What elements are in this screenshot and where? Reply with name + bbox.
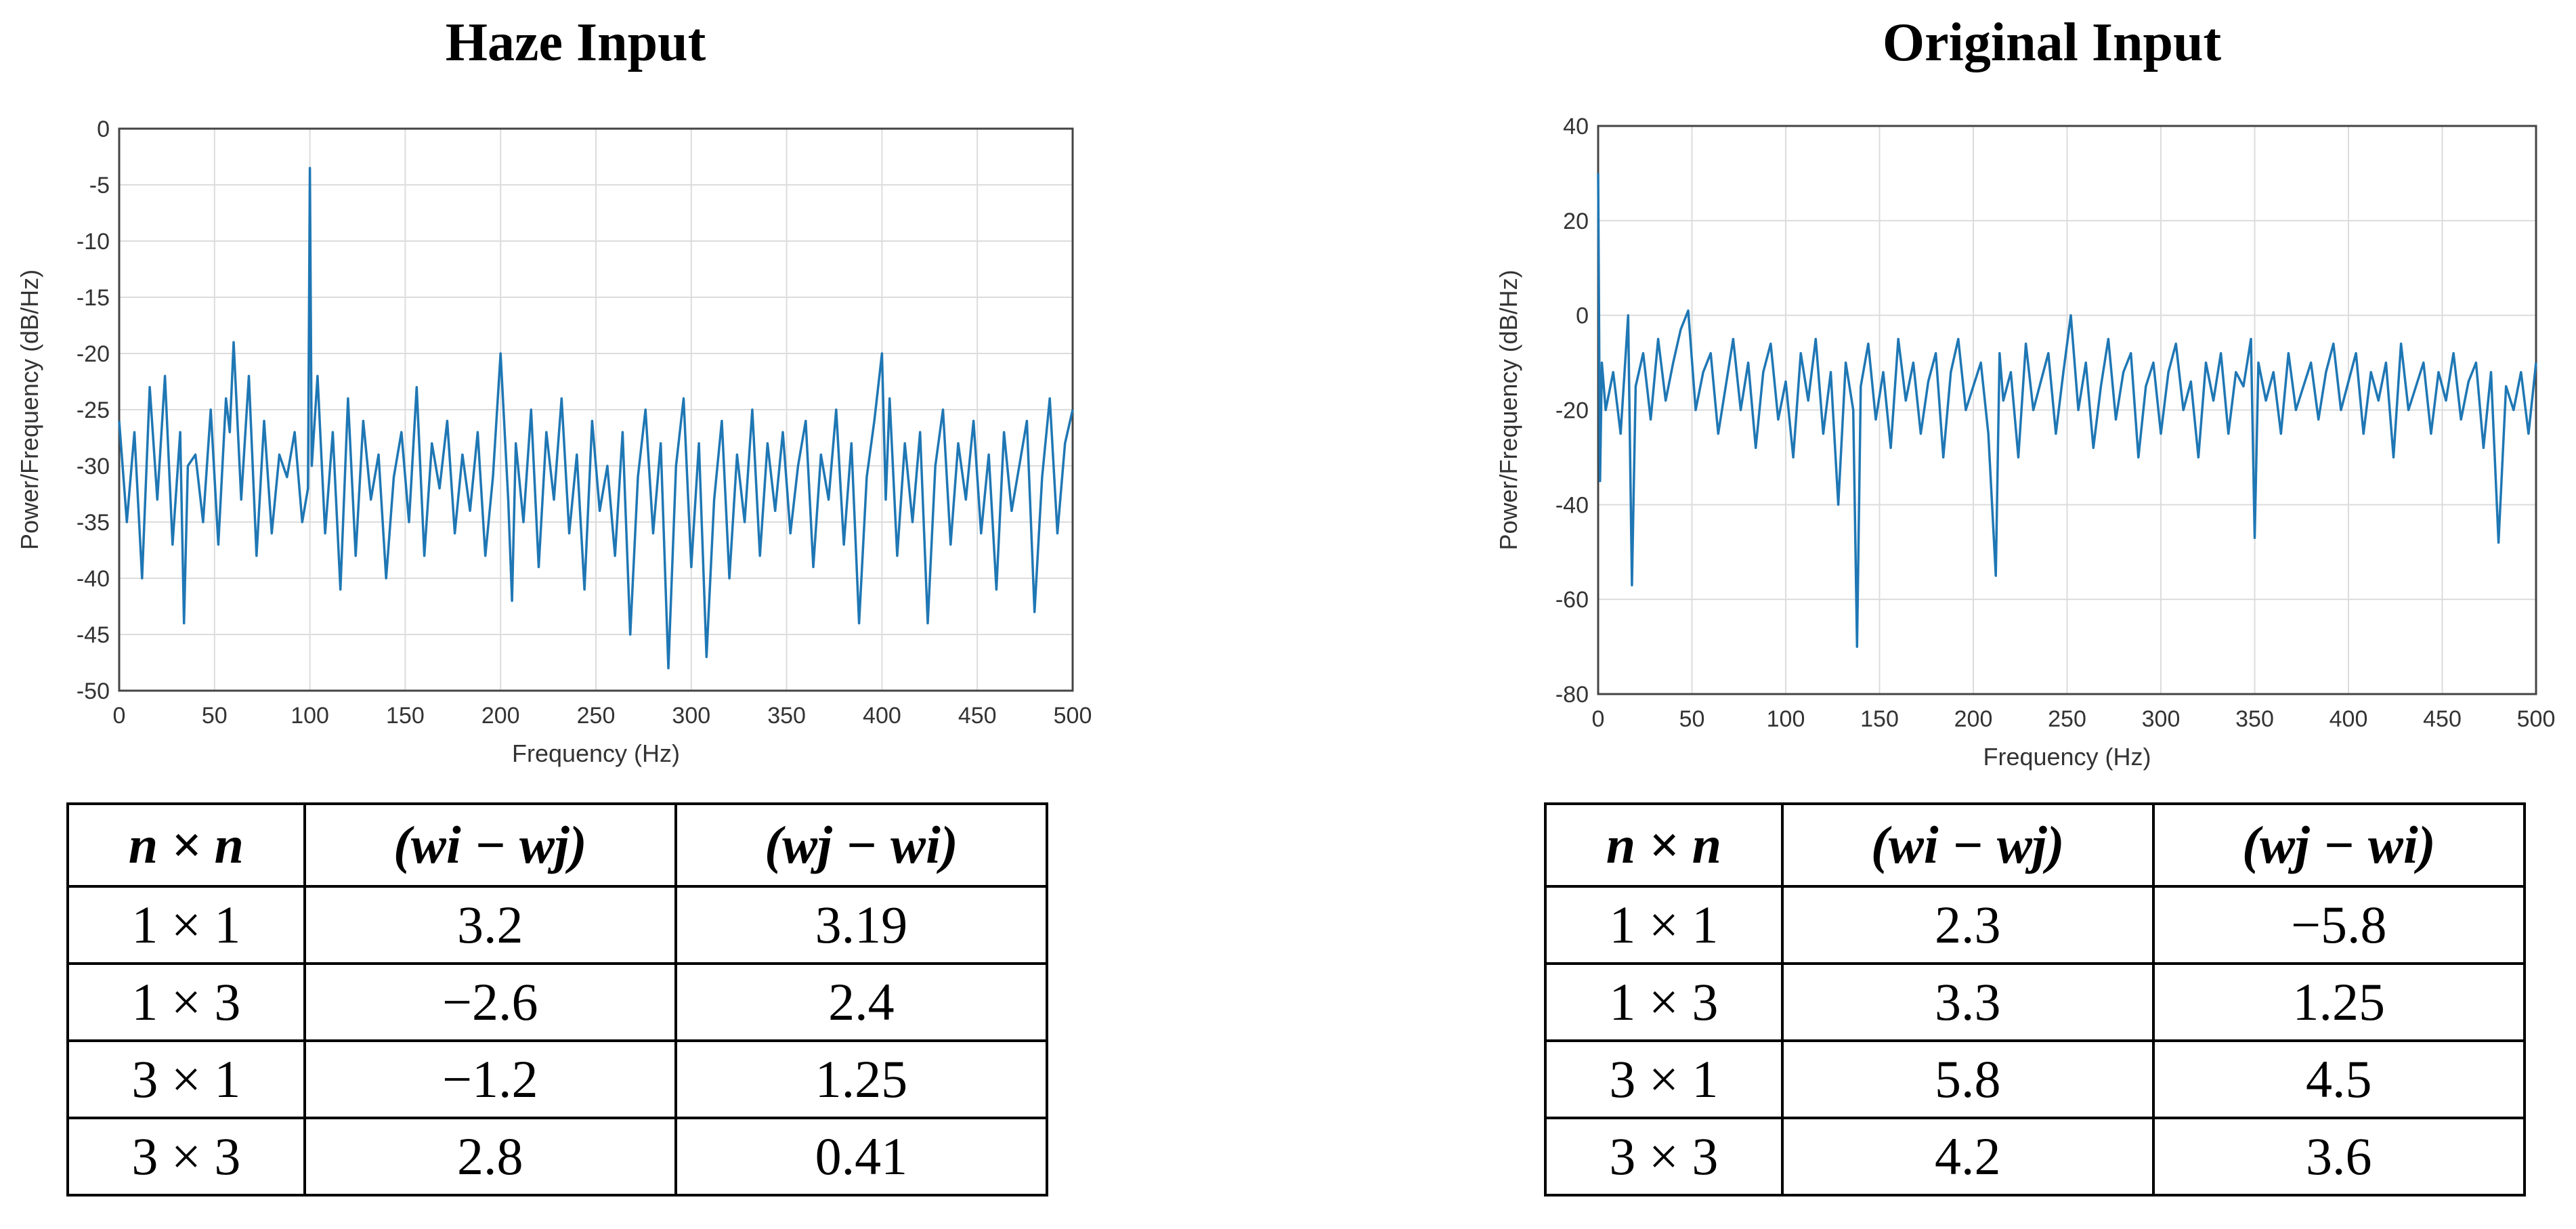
- table-header-row: n × n (wi − wj) (wj − wi): [66, 802, 1049, 888]
- x-tick-label: 400: [2330, 706, 2368, 732]
- table-cell: 3.3: [1780, 962, 2155, 1042]
- table-cell: 1.25: [2151, 962, 2527, 1042]
- y-tick-label: -50: [77, 678, 110, 704]
- y-tick-label: -35: [77, 510, 110, 536]
- x-tick-label: 50: [1679, 706, 1705, 732]
- table-cell: 3.19: [674, 885, 1049, 965]
- x-tick-label: 500: [2517, 706, 2556, 732]
- table-cell: −1.2: [303, 1039, 677, 1119]
- x-tick-label: 300: [2142, 706, 2181, 732]
- weights-table-original: n × n (wi − wj) (wj − wi) 1 × 1 2.3 −5.8…: [1544, 802, 2527, 1196]
- table-row: 1 × 3 3.3 1.25: [1544, 962, 2527, 1042]
- table-cell: 2.4: [674, 962, 1049, 1042]
- series-line-psd: [1597, 173, 2537, 648]
- y-tick-label: -15: [77, 285, 110, 311]
- table-cell: −2.6: [303, 962, 677, 1042]
- x-tick-label: 250: [577, 703, 616, 729]
- x-tick-label: 350: [2235, 706, 2274, 732]
- header-wj-minus-wi: (wj − wi): [2151, 802, 2527, 888]
- table-row: 3 × 1 5.8 4.5: [1544, 1039, 2527, 1119]
- table-cell: 3 × 3: [66, 1117, 306, 1196]
- y-tick-label: -45: [77, 622, 110, 648]
- table-cell: 2.8: [303, 1117, 677, 1196]
- x-tick-label: 0: [113, 703, 126, 729]
- y-tick-label: 0: [1576, 303, 1589, 329]
- panel-title: Original Input: [1882, 13, 2222, 72]
- table-row: 3 × 1 −1.2 1.25: [66, 1039, 1049, 1119]
- y-axis-label: Power/Frequency (dB/Hz): [1495, 269, 1522, 550]
- axis-frame: [1597, 125, 2537, 695]
- table-row: 1 × 1 3.2 3.19: [66, 885, 1049, 965]
- table-cell: 4.5: [2151, 1039, 2527, 1119]
- y-tick-label: -20: [1555, 398, 1589, 424]
- table-cell: 3.6: [2151, 1117, 2527, 1196]
- chart-svg-haze: 0 50 100 150 200 250 300 350 400 450 500 0 -5 -10 -15 -…: [16, 116, 1092, 767]
- panel-title: Haze Input: [445, 13, 706, 72]
- series-line-psd: [118, 167, 1074, 670]
- table-cell: 3 × 3: [1544, 1117, 1784, 1196]
- table-cell: 0.41: [674, 1117, 1049, 1196]
- y-tick-label: -20: [77, 341, 110, 367]
- panel-original: Original Input 0 50 100 150 200 250 300 350 400 4…: [1476, 0, 2576, 1229]
- y-tick-label: -40: [1555, 492, 1589, 518]
- x-tick-label: 500: [1054, 703, 1092, 729]
- x-tick-label: 50: [202, 703, 228, 729]
- table-cell: 2.3: [1780, 885, 2155, 965]
- table-cell: 3.2: [303, 885, 677, 965]
- weights-table-haze: n × n (wi − wj) (wj − wi) 1 × 1 3.2 3.19…: [66, 802, 1049, 1196]
- x-tick-label: 200: [481, 703, 520, 729]
- x-tick-label: 450: [2423, 706, 2462, 732]
- header-n-by-n: n × n: [1544, 802, 1784, 888]
- psd-chart-original: 0 50 100 150 200 250 300 350 400 450 500 40 20 0 -20 -4…: [1476, 102, 2576, 772]
- x-tick-label: 400: [863, 703, 901, 729]
- y-tick-label: 40: [1563, 114, 1589, 139]
- chart-svg-original: 0 50 100 150 200 250 300 350 400 450 50040200-20-4…: [1495, 114, 2556, 771]
- x-tick-label: 150: [386, 703, 425, 729]
- x-tick-label: 150: [1860, 706, 1899, 732]
- table-cell: 3 × 1: [1544, 1039, 1784, 1119]
- header-wj-minus-wi: (wj − wi): [674, 802, 1049, 888]
- y-tick-label: 20: [1563, 209, 1589, 234]
- panel-haze: Haze Input 0 50 100 150 200 250 300 350 400 450 50…: [0, 0, 1151, 1229]
- psd-chart-haze: 0 50 100 150 200 250 300 350 400 450 500 0 -5 -10 -15 -…: [0, 102, 1151, 772]
- table-cell: 1 × 3: [66, 962, 306, 1042]
- x-tick-label: 100: [1767, 706, 1805, 732]
- y-tick-label: -60: [1555, 587, 1589, 613]
- header-wi-minus-wj: (wi − wj): [303, 802, 677, 888]
- table-row: 1 × 3 −2.6 2.4: [66, 962, 1049, 1042]
- y-tick-label: 0: [97, 116, 110, 142]
- y-tick-label: -10: [77, 229, 110, 255]
- y-axis-label: Power/Frequency (dB/Hz): [16, 269, 43, 550]
- x-tick-label: 100: [291, 703, 329, 729]
- table-cell: 1 × 1: [66, 885, 306, 965]
- header-wi-minus-wj: (wi − wj): [1780, 802, 2155, 888]
- table-row: 3 × 3 2.8 0.41: [66, 1117, 1049, 1196]
- x-tick-label: 300: [672, 703, 710, 729]
- y-tick-label: -5: [89, 173, 110, 198]
- y-tick-label: -30: [77, 454, 110, 479]
- x-axis-label: Frequency (Hz): [512, 739, 680, 767]
- x-axis-label: Frequency (Hz): [1983, 743, 2151, 771]
- table-cell: 5.8: [1780, 1039, 2155, 1119]
- table-cell: 1 × 3: [1544, 962, 1784, 1042]
- table-row: 1 × 1 2.3 −5.8: [1544, 885, 2527, 965]
- header-n-by-n: n × n: [66, 802, 306, 888]
- y-tick-label: -80: [1555, 682, 1589, 708]
- x-tick-label: 0: [1592, 706, 1605, 732]
- x-tick-label: 350: [767, 703, 806, 729]
- table-cell: 1 × 1: [1544, 885, 1784, 965]
- x-tick-label: 200: [1954, 706, 1993, 732]
- table-cell: 1.25: [674, 1039, 1049, 1119]
- y-tick-label: -25: [77, 397, 110, 423]
- y-tick-label: -40: [77, 566, 110, 592]
- table-cell: 3 × 1: [66, 1039, 306, 1119]
- table-cell: 4.2: [1780, 1117, 2155, 1196]
- x-tick-label: 450: [958, 703, 997, 729]
- x-tick-label: 250: [2048, 706, 2086, 732]
- table-header-row: n × n (wi − wj) (wj − wi): [1544, 802, 2527, 888]
- table-row: 3 × 3 4.2 3.6: [1544, 1117, 2527, 1196]
- table-cell: −5.8: [2151, 885, 2527, 965]
